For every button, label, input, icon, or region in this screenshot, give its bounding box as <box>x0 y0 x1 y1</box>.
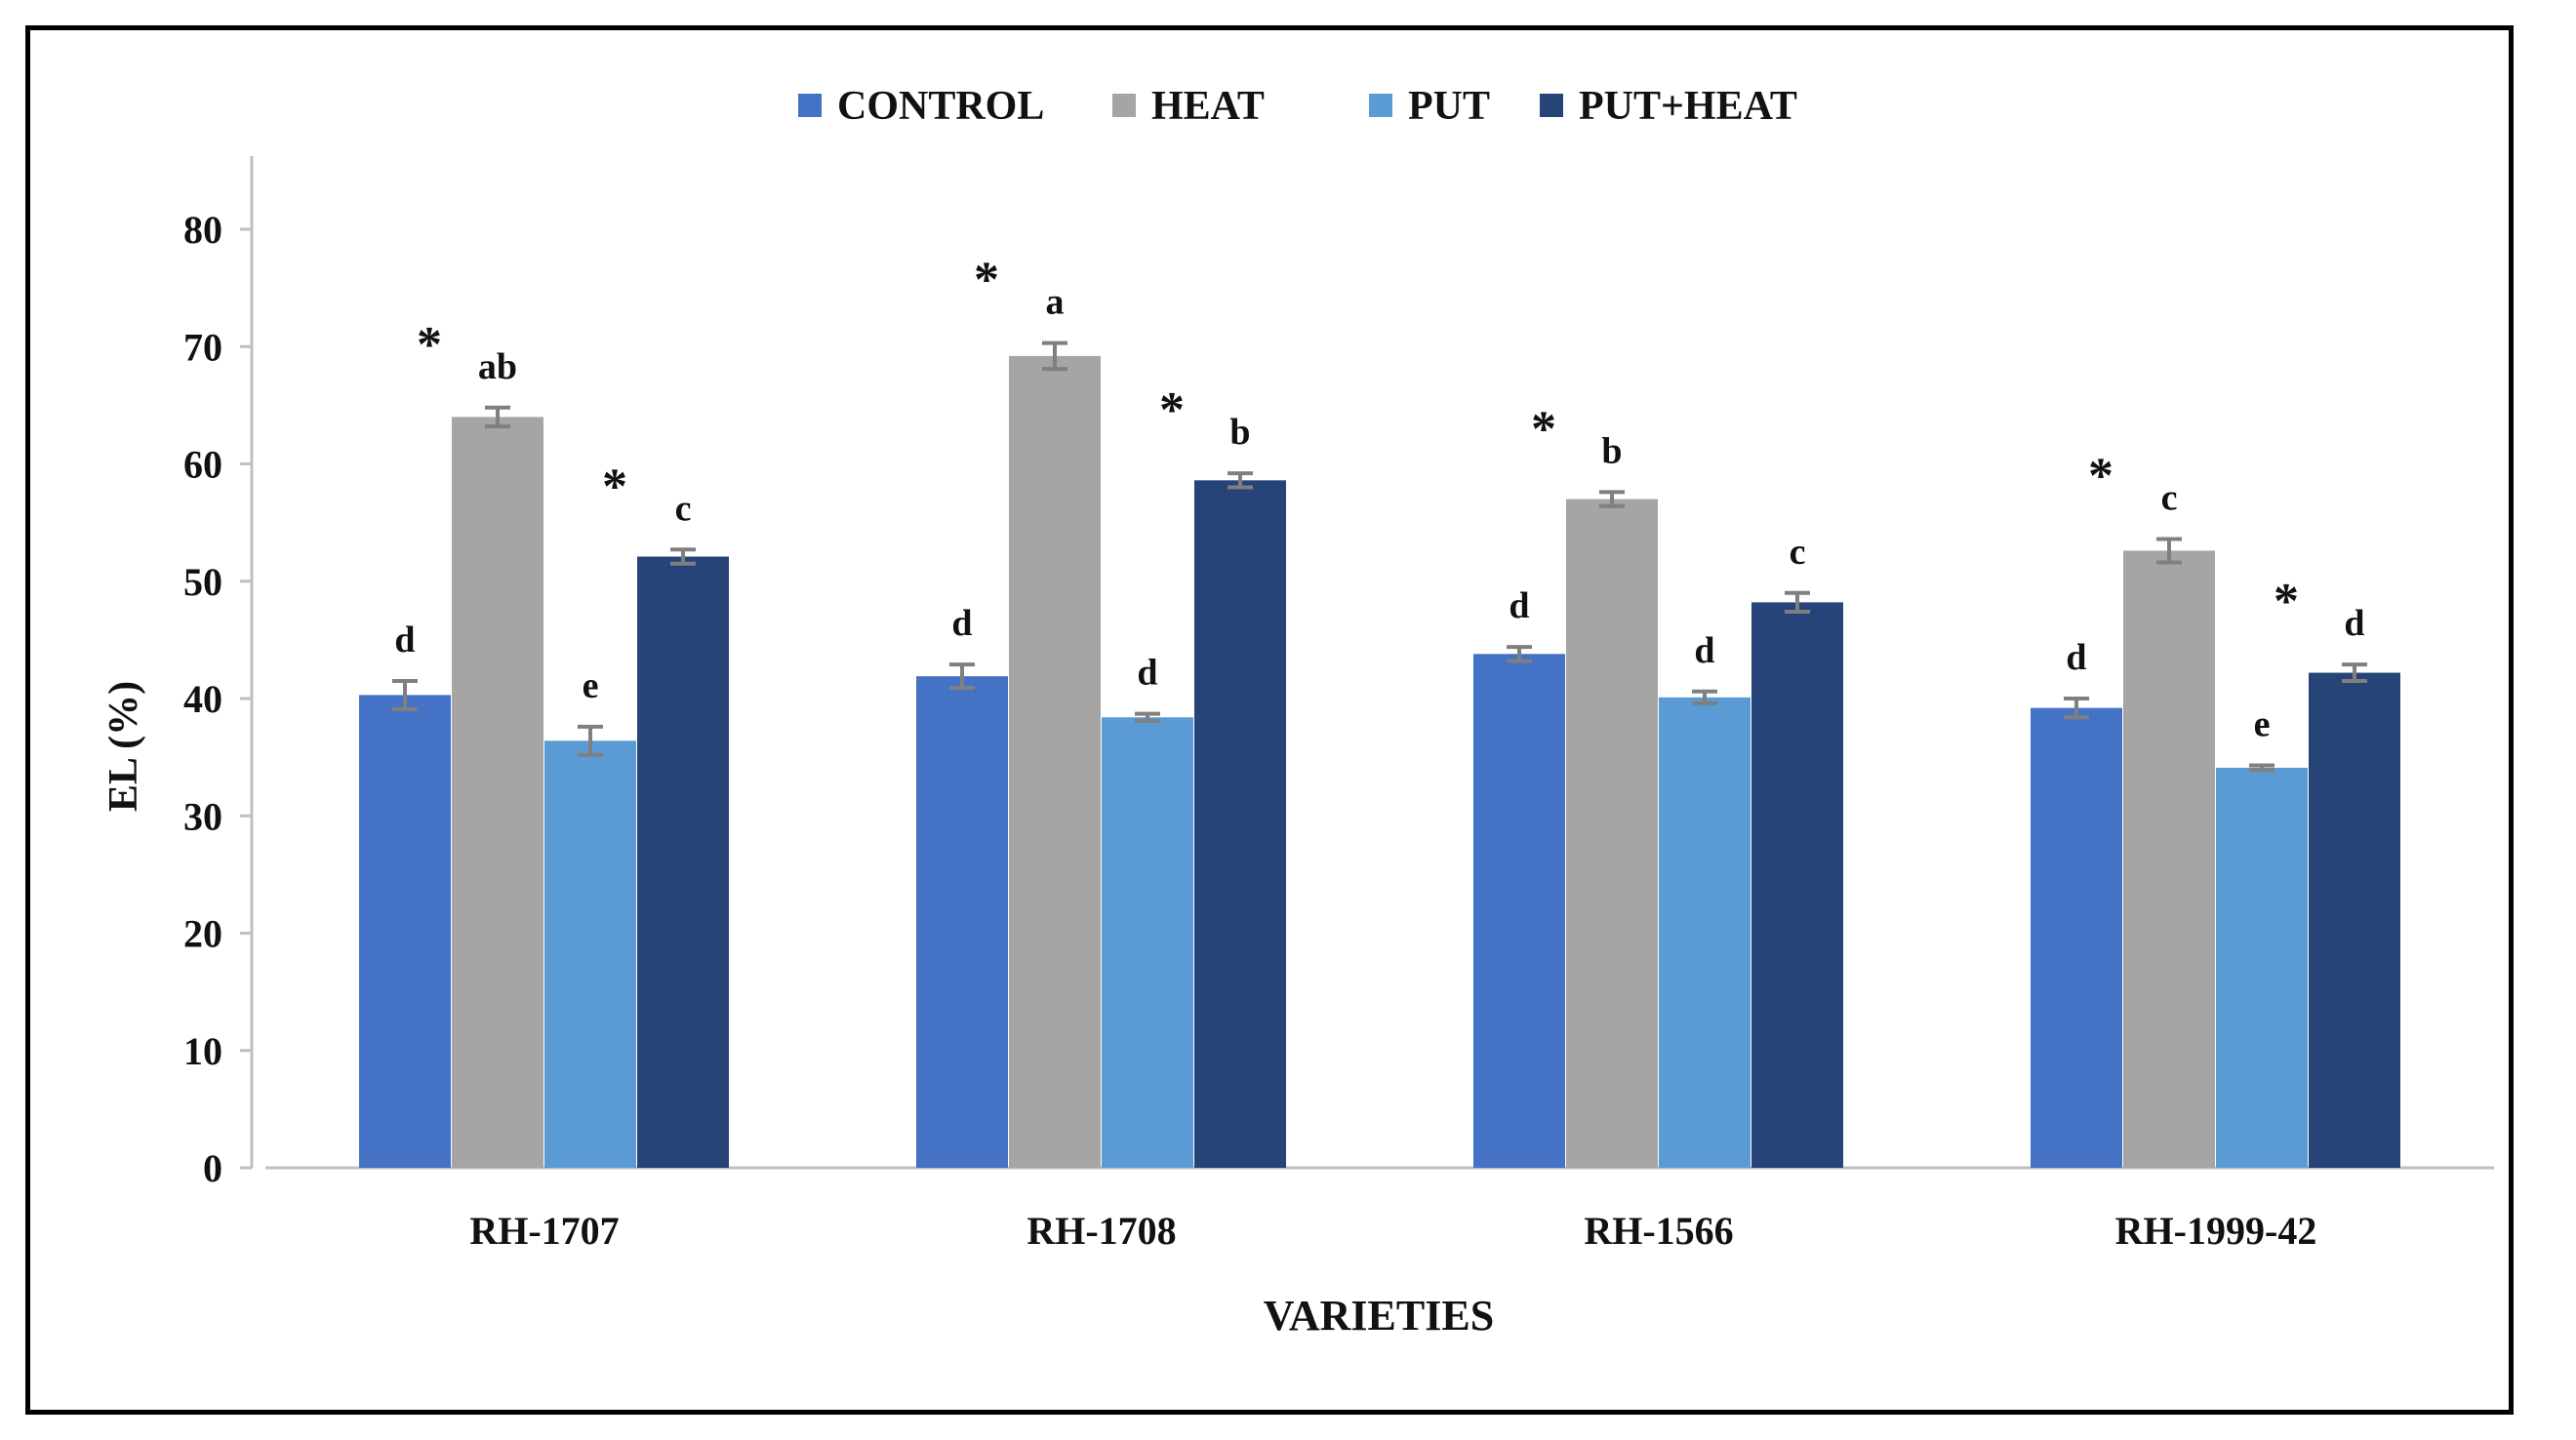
significance-letter: c <box>2161 477 2178 518</box>
y-tick-label: 0 <box>203 1146 222 1190</box>
bar-control <box>916 676 1008 1168</box>
bar-heat <box>1566 499 1658 1168</box>
y-tick-label: 10 <box>183 1029 222 1073</box>
legend-label: PUT+HEAT <box>1579 84 1797 129</box>
significance-star: * <box>1159 382 1185 438</box>
significance-letter: d <box>2066 637 2086 678</box>
bar-annotations: d ab * e c * d a * d b * d b * d c d c * e d * <box>394 253 2364 745</box>
x-axis-title: VARIETIES <box>1264 1292 1494 1340</box>
bar-put-heat <box>2309 672 2400 1168</box>
bar-put <box>544 740 636 1168</box>
legend-swatch <box>1540 94 1563 117</box>
significance-letter: d <box>1137 653 1157 694</box>
significance-letter: d <box>951 603 972 644</box>
y-tick-label: 40 <box>183 677 222 721</box>
y-tick-label: 20 <box>183 912 222 956</box>
legend: CONTROL HEAT PUT PUT+HEAT <box>798 84 1797 129</box>
x-tick-label: RH-1566 <box>1584 1209 1733 1253</box>
legend-swatch <box>1112 94 1136 117</box>
bar-put-heat <box>637 556 729 1168</box>
significance-letter: ab <box>478 346 517 387</box>
significance-letter: e <box>583 665 599 706</box>
significance-letter: e <box>2254 704 2271 745</box>
legend-swatch <box>798 94 822 117</box>
bar-put <box>2216 767 2308 1168</box>
x-tick-label: RH-1708 <box>1026 1209 1176 1253</box>
significance-star: * <box>417 317 442 373</box>
y-tick-label: 80 <box>183 208 222 252</box>
y-axis-title: EL (%) <box>101 681 146 812</box>
bar-heat <box>1009 355 1101 1168</box>
bar-control <box>1473 654 1565 1168</box>
y-tick-label: 70 <box>183 325 222 369</box>
y-tick-label: 60 <box>183 443 222 487</box>
bar-control <box>359 695 451 1168</box>
significance-letter: c <box>1790 532 1806 573</box>
significance-star: * <box>2274 574 2299 629</box>
significance-letter: d <box>2344 603 2364 644</box>
y-tick-label: 30 <box>183 794 222 838</box>
significance-letter: c <box>675 488 692 529</box>
bar-heat <box>2123 550 2215 1168</box>
x-axis: RH-1707 RH-1708 RH-1566 RH-1999-42 <box>265 1166 2494 1253</box>
significance-letter: d <box>1694 630 1714 671</box>
significance-letter: a <box>1046 282 1065 323</box>
y-axis: 0 10 20 30 40 50 60 70 80 <box>183 156 254 1190</box>
significance-star: * <box>602 459 627 514</box>
significance-star: * <box>2088 448 2113 503</box>
significance-letter: d <box>1509 585 1529 626</box>
bar-put-heat <box>1751 602 1843 1168</box>
x-tick-label: RH-1999-42 <box>2115 1209 2317 1253</box>
significance-star: * <box>974 253 999 308</box>
bar-put <box>1102 717 1193 1168</box>
legend-label: HEAT <box>1151 84 1265 129</box>
legend-label: PUT <box>1408 84 1490 129</box>
legend-swatch <box>1369 94 1392 117</box>
bar-put-heat <box>1194 480 1286 1169</box>
significance-letter: b <box>1229 412 1250 453</box>
legend-label: CONTROL <box>837 84 1044 129</box>
x-tick-label: RH-1707 <box>469 1209 619 1253</box>
significance-star: * <box>1531 401 1556 457</box>
y-tick-label: 50 <box>183 560 222 604</box>
bar-control <box>2031 707 2122 1168</box>
bars <box>359 340 2400 1169</box>
bar-put <box>1659 697 1751 1168</box>
bar-heat <box>452 417 543 1168</box>
significance-letter: b <box>1601 430 1622 471</box>
significance-letter: d <box>394 620 415 660</box>
